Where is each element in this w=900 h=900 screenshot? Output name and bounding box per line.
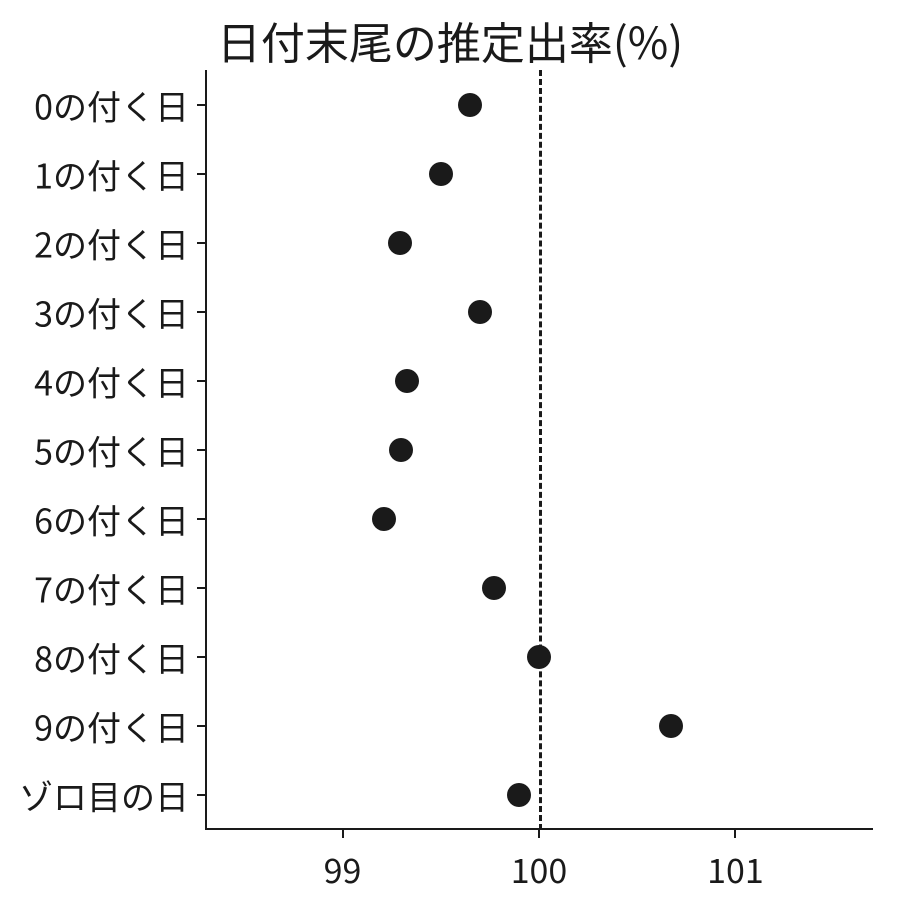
y-tick-label: 5の付く日 xyxy=(34,426,205,475)
reference-line xyxy=(539,70,542,830)
x-tick-label: 100 xyxy=(511,830,568,893)
y-tick-label: 9の付く日 xyxy=(34,702,205,751)
data-point xyxy=(659,714,683,738)
x-tick-label: 99 xyxy=(324,830,362,893)
y-axis-spine xyxy=(205,70,207,830)
y-tick-label: 8の付く日 xyxy=(34,633,205,682)
data-point xyxy=(527,645,551,669)
data-point xyxy=(482,576,506,600)
data-point xyxy=(507,783,531,807)
y-tick-label: 2の付く日 xyxy=(34,218,205,267)
data-point xyxy=(389,438,413,462)
data-point xyxy=(468,300,492,324)
y-tick-label: 0の付く日 xyxy=(34,80,205,129)
y-tick-label: ゾロ目の日 xyxy=(19,771,205,820)
data-point xyxy=(388,231,412,255)
data-point xyxy=(372,507,396,531)
data-point xyxy=(395,369,419,393)
plot-area: 991001010の付く日1の付く日2の付く日3の付く日4の付く日5の付く日6の… xyxy=(205,70,873,830)
data-point xyxy=(458,93,482,117)
y-tick-label: 4の付く日 xyxy=(34,356,205,405)
chart-container: 日付末尾の推定出率(%) 991001010の付く日1の付く日2の付く日3の付く… xyxy=(0,0,900,900)
data-point xyxy=(429,162,453,186)
y-tick-label: 6の付く日 xyxy=(34,495,205,544)
y-tick-label: 3の付く日 xyxy=(34,287,205,336)
x-tick-label: 101 xyxy=(707,830,764,893)
chart-title: 日付末尾の推定出率(%) xyxy=(0,8,900,72)
y-tick-label: 1の付く日 xyxy=(34,149,205,198)
y-tick-label: 7の付く日 xyxy=(34,564,205,613)
